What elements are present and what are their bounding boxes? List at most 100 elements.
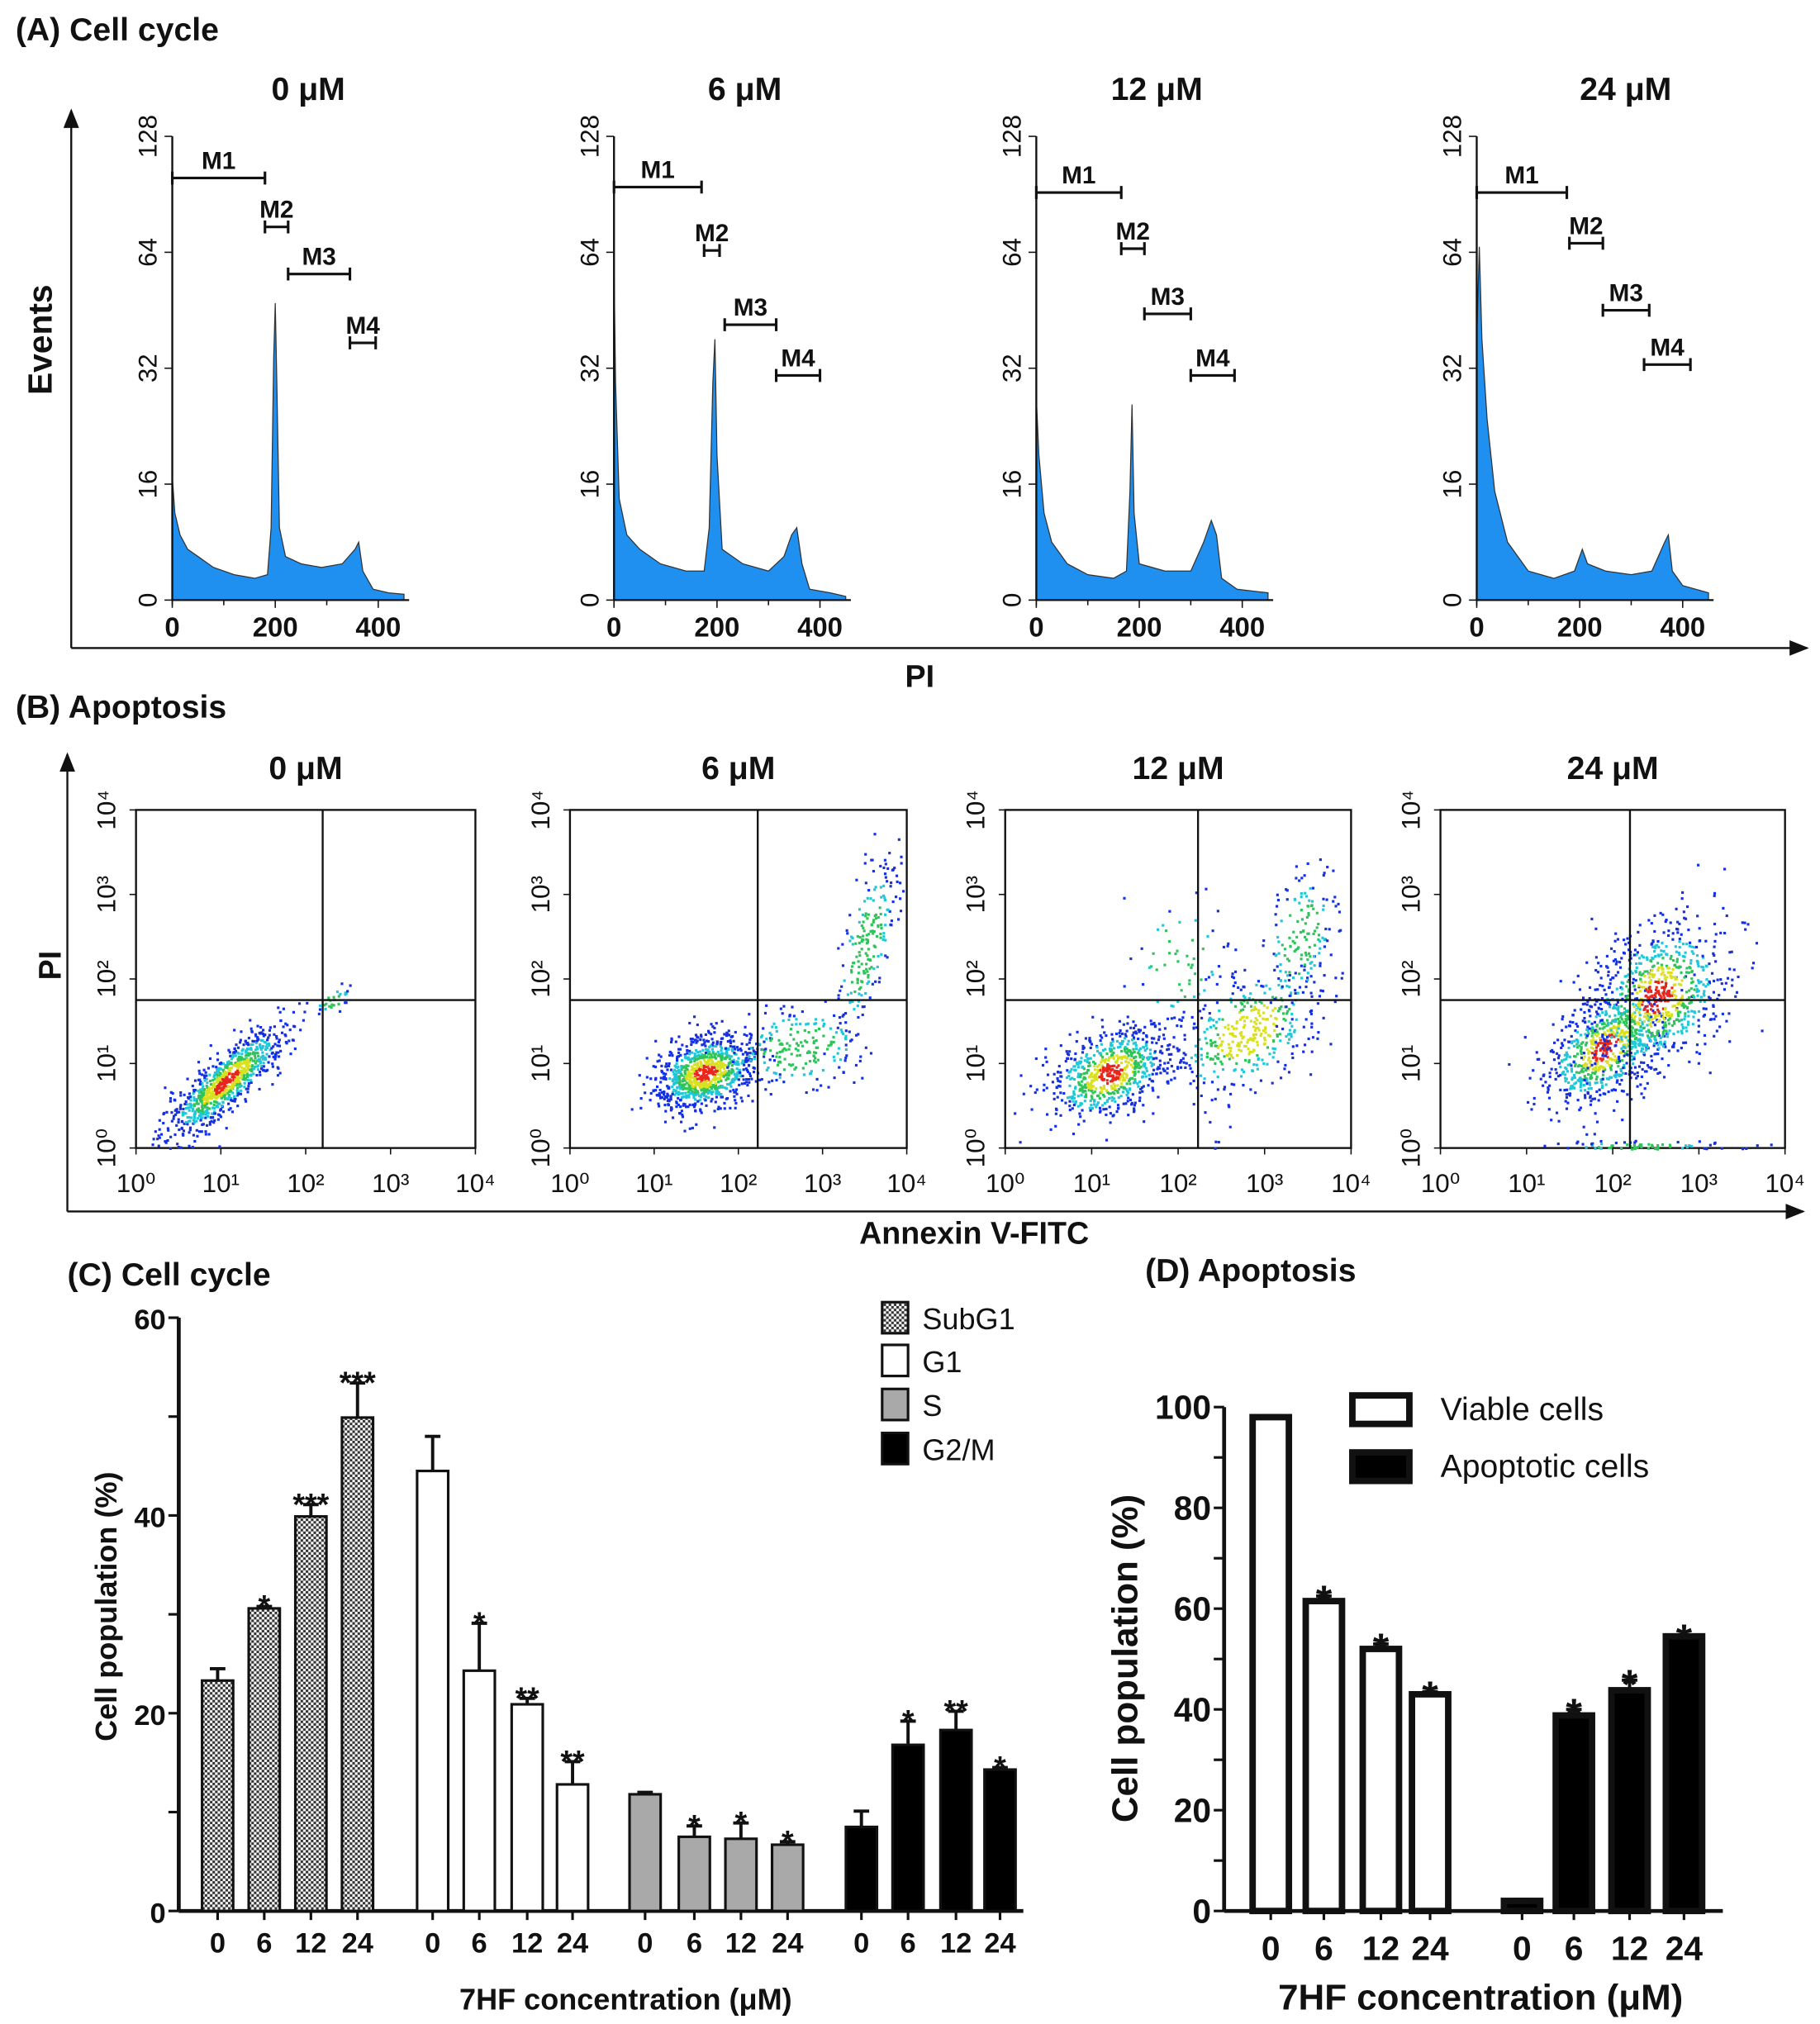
scatter-point [197, 1089, 200, 1092]
scatter-point [689, 1087, 692, 1091]
scatter-point [746, 1070, 750, 1074]
scatter-point [1214, 1062, 1217, 1065]
scatter-point [1616, 1000, 1619, 1004]
scatter-point [1112, 1082, 1115, 1086]
scatter-point [697, 1081, 701, 1085]
scatter-point [1176, 1024, 1179, 1028]
scatter-point [1303, 968, 1306, 972]
scatter-point [1607, 1042, 1610, 1045]
y-tick-label: 10⁰ [962, 1128, 991, 1167]
scatter-point [693, 1104, 696, 1107]
scatter-point [1640, 1061, 1643, 1064]
scatter-point [1081, 1051, 1085, 1054]
scatter-point [217, 1102, 221, 1105]
scatter-point [870, 923, 873, 926]
scatter-point [1200, 1053, 1203, 1057]
scatter-point [862, 920, 865, 924]
scatter-point [255, 1048, 259, 1051]
scatter-point [1661, 967, 1665, 971]
scatter-point [782, 1047, 786, 1050]
scatter-point [699, 1086, 702, 1090]
scatter-point [710, 1066, 714, 1069]
scatter-point [1622, 951, 1626, 954]
scatter-point [861, 981, 864, 984]
scatter-point [706, 1040, 710, 1043]
scatter-point [242, 1043, 245, 1047]
gate-label: M4 [1650, 334, 1685, 361]
scatter-point [222, 1081, 226, 1085]
scatter-point [193, 1088, 197, 1092]
histogram-area [613, 266, 847, 601]
scatter-point [1604, 1000, 1608, 1005]
scatter-point [1696, 962, 1699, 966]
scatter-point [1608, 986, 1611, 989]
scatter-point [1589, 1005, 1592, 1008]
scatter-point [697, 1077, 701, 1081]
scatter-point [1634, 997, 1637, 1000]
scatter-point [875, 934, 879, 938]
scatter-point [1124, 1055, 1127, 1058]
scatter-point [686, 1067, 689, 1071]
scatter-point [1176, 1000, 1180, 1004]
scatter-point [339, 992, 342, 995]
scatter-point [226, 1076, 229, 1079]
scatter-point [1594, 1010, 1599, 1014]
scatter-point [1072, 1104, 1076, 1107]
scatter-point [1157, 1066, 1160, 1069]
scatter-point [679, 1087, 682, 1090]
scatter-point [245, 1042, 249, 1045]
scatter-point [687, 1090, 690, 1094]
scatter-point [1606, 1045, 1610, 1048]
scatter-point [199, 1081, 202, 1084]
scatter-point [1546, 1090, 1549, 1094]
scatter-point [1576, 974, 1580, 977]
scatter-point [215, 1081, 218, 1084]
scatter-point [263, 1056, 266, 1060]
scatter-point [175, 1111, 178, 1114]
scatter-point [234, 1063, 237, 1067]
scatter-point [1254, 1007, 1257, 1011]
scatter-point [704, 1048, 708, 1051]
scatter-point [1581, 1019, 1585, 1023]
scatter-point [1667, 929, 1670, 933]
scatter-point [1566, 1092, 1570, 1096]
scatter-point [687, 1057, 691, 1061]
scatter-point [683, 1053, 687, 1057]
scatter-point [1120, 1068, 1124, 1071]
scatter-point [700, 1095, 703, 1099]
scatter-point [775, 1055, 778, 1058]
scatter-point [876, 965, 879, 969]
scatter-point [1226, 944, 1229, 948]
scatter-point [1228, 1049, 1232, 1052]
scatter-point [1194, 1053, 1197, 1057]
scatter-point [1646, 1064, 1650, 1067]
scatter-point [1122, 1055, 1125, 1058]
scatter-point [844, 1029, 848, 1033]
scatter-point [188, 1102, 192, 1105]
scatter-point [1582, 1066, 1585, 1069]
scatter-point [1109, 1049, 1112, 1052]
scatter-point [1218, 1018, 1221, 1021]
scatter-point [1080, 1084, 1083, 1087]
scatter-point [1127, 1091, 1130, 1095]
scatter-point [323, 1004, 326, 1007]
scatter-point [1276, 1033, 1279, 1037]
scatter-point [253, 1054, 256, 1057]
scatter-point [1528, 1076, 1532, 1080]
scatter-point [1637, 1043, 1641, 1046]
scatter-point [840, 985, 843, 988]
scatter-point [1687, 1014, 1690, 1018]
scatter-point [299, 1029, 302, 1032]
scatter-point [776, 1052, 779, 1055]
scatter-point [156, 1138, 159, 1141]
scatter-point [254, 1034, 258, 1038]
scatter-point [1594, 988, 1597, 991]
scatter-point [204, 1113, 207, 1116]
scatter-point [254, 1033, 258, 1036]
scatter-point [711, 1052, 715, 1055]
scatter-point [832, 1040, 835, 1044]
scatter-point [1650, 1015, 1653, 1019]
scatter-point [230, 1076, 234, 1079]
scatter-point [1134, 1030, 1138, 1033]
scatter-point [1627, 948, 1631, 952]
